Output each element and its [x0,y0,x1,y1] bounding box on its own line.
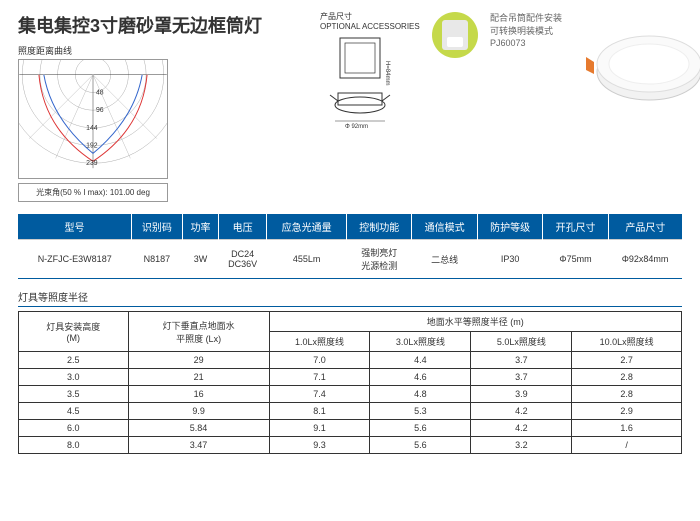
spec-cell: N8187 [131,240,182,279]
svg-text:Φ 92mm: Φ 92mm [345,124,368,130]
illum-cell: 9.1 [269,420,370,437]
illum-table: 灯具安装高度(M) 灯下垂直点地面水平照度 (Lx) 地面水平等照度半径 (m)… [18,311,682,454]
spec-cell: Φ92x84mm [608,240,682,279]
spec-cell: N-ZFJC-E3W8187 [18,240,131,279]
spec-cell: DC24DC36V [219,240,267,279]
illum-cell: 3.0 [19,369,129,386]
accessories-block: 产品尺寸 OPTIONAL ACCESSORIES H=84mm Φ 92mm [320,12,420,146]
illum-cell: 9.3 [269,437,370,454]
illum-cell: 16 [128,386,269,403]
illum-cell: 2.7 [572,352,682,369]
spec-header: 控制功能 [347,214,412,240]
illum-cell: 9.9 [128,403,269,420]
spec-header: 识别码 [131,214,182,240]
spec-header: 防护等级 [477,214,542,240]
center-line-3: PJ60073 [490,37,562,50]
svg-text:48: 48 [96,89,104,96]
beam-angle: 光束角(50 % I max): 101.00 deg [18,183,168,202]
svg-text:96: 96 [96,107,104,114]
svg-text:239: 239 [86,160,98,167]
table-row: 8.03.479.35.63.2/ [19,437,682,454]
illum-cell: 3.2 [471,437,572,454]
spec-cell: 455Lm [267,240,347,279]
illum-cell: 7.4 [269,386,370,403]
illum-subheader: 1.0Lx照度线 [269,332,370,352]
spec-cell: 3W [182,240,218,279]
illum-cell: 8.1 [269,403,370,420]
illum-cell: 3.5 [19,386,129,403]
illum-h2: 灯下垂直点地面水平照度 (Lx) [128,312,269,352]
illum-subheader: 3.0Lx照度线 [370,332,471,352]
illum-cell: 4.5 [19,403,129,420]
illum-cell: 2.8 [572,369,682,386]
table-row: 3.5167.44.83.92.8 [19,386,682,403]
illum-subheader: 10.0Lx照度线 [572,332,682,352]
polar-chart: 48 96 144 192 239 [18,59,168,179]
illum-cell: 8.0 [19,437,129,454]
illum-cell: 2.5 [19,352,129,369]
illum-cell: 5.6 [370,437,471,454]
spec-header: 功率 [182,214,218,240]
acc-label-1: 产品尺寸 [320,12,420,22]
spec-cell: 强制亮灯光源检测 [347,240,412,279]
illum-h1: 灯具安装高度(M) [19,312,129,352]
spec-cell: Φ75mm [543,240,608,279]
illum-cell: 4.8 [370,386,471,403]
illum-h3: 地面水平等照度半径 (m) [269,312,681,332]
product-image [584,12,700,122]
table-row: 4.59.98.15.34.22.9 [19,403,682,420]
spec-header: 产品尺寸 [608,214,682,240]
spec-header: 应急光通量 [267,214,347,240]
illum-cell: 1.6 [572,420,682,437]
spec-cell: IP30 [477,240,542,279]
illum-cell: 21 [128,369,269,386]
spec-header: 型号 [18,214,131,240]
illum-cell: 3.47 [128,437,269,454]
center-line-2: 可转换明装模式 [490,25,562,38]
svg-text:H=84mm: H=84mm [384,61,390,86]
table-row: 3.0217.14.63.72.8 [19,369,682,386]
illum-cell: 4.2 [471,420,572,437]
illum-cell: 4.6 [370,369,471,386]
illum-title: 灯具等照度半径 [18,289,682,307]
center-note: 配合吊筒配件安装 可转换明装模式 PJ60073 [432,12,572,58]
svg-text:192: 192 [86,143,98,150]
illum-cell: 5.84 [128,420,269,437]
illum-cell: / [572,437,682,454]
accessory-icon [432,12,478,58]
illum-cell: 3.7 [471,369,572,386]
illum-cell: 4.2 [471,403,572,420]
illum-subheader: 5.0Lx照度线 [471,332,572,352]
spec-header: 开孔尺寸 [543,214,608,240]
illum-cell: 29 [128,352,269,369]
illum-cell: 5.6 [370,420,471,437]
illum-cell: 3.9 [471,386,572,403]
illum-cell: 4.4 [370,352,471,369]
illum-cell: 2.8 [572,386,682,403]
spec-header: 通信模式 [412,214,477,240]
spec-table: 型号识别码功率电压应急光通量控制功能通信模式防护等级开孔尺寸产品尺寸 N-ZFJ… [18,214,682,279]
spec-header: 电压 [219,214,267,240]
illum-cell: 6.0 [19,420,129,437]
illum-cell: 5.3 [370,403,471,420]
spec-cell: 二总线 [412,240,477,279]
table-row: 6.05.849.15.64.21.6 [19,420,682,437]
illum-cell: 2.9 [572,403,682,420]
acc-label-2: OPTIONAL ACCESSORIES [320,22,420,32]
illum-cell: 3.7 [471,352,572,369]
illum-cell: 7.0 [269,352,370,369]
polar-label: 照度距离曲线 [18,44,308,57]
svg-text:144: 144 [86,125,98,132]
product-title: 集电集控3寸磨砂罩无边框筒灯 [18,12,308,38]
center-line-1: 配合吊筒配件安装 [490,12,562,25]
table-row: 2.5297.04.43.72.7 [19,352,682,369]
illum-cell: 7.1 [269,369,370,386]
